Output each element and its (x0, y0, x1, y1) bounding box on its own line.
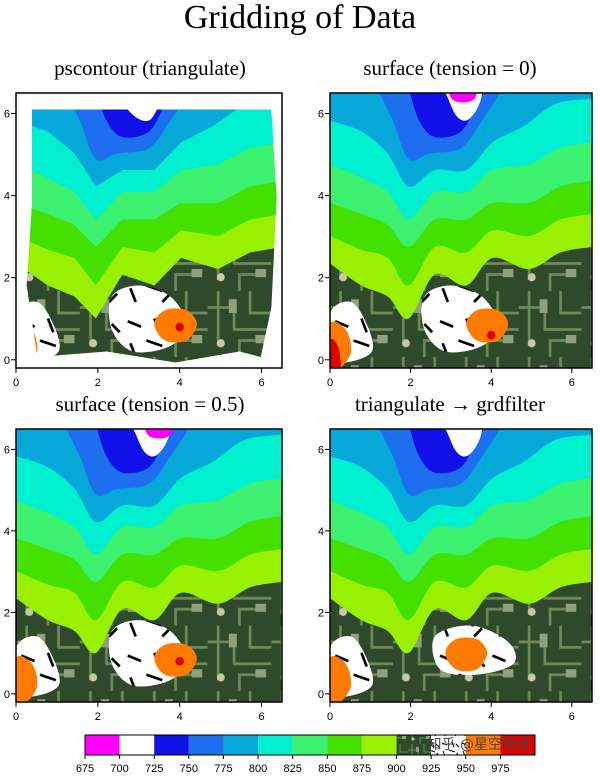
panel-4-ytick-label-2: 2 (318, 607, 324, 619)
colorbar-tick-label-700: 700 (110, 763, 128, 775)
panel-2-high-peak (487, 330, 496, 340)
panel-4-ytick-label-4: 4 (318, 526, 324, 538)
panel-4-band-950-975 (445, 637, 488, 672)
figure-title: Gridding of Data (183, 0, 417, 36)
panel-1-xtick-label-6: 6 (258, 377, 264, 389)
colorbar-bin-675 (85, 735, 120, 755)
panel-3-ytick-label-2: 2 (4, 607, 10, 619)
panel-title-surface-t05: surface (tension = 0.5) (55, 392, 245, 416)
colorbar-tick-label-850: 850 (318, 763, 336, 775)
panel-2-plot (330, 93, 592, 368)
colorbar-tick-label-725: 725 (145, 763, 163, 775)
panel-4-band-950-975-edge (330, 655, 352, 702)
colorbar-bin-850 (327, 735, 362, 755)
panel-2-ytick-label-6: 6 (318, 109, 324, 121)
panel-2-xtick-label-2: 2 (408, 377, 414, 389)
panel-2-xtick-label-6: 6 (569, 377, 575, 389)
panel-1-xtick-label-0: 0 (13, 377, 19, 389)
colorbar-tick-label-900: 900 (387, 763, 405, 775)
panel-2-field (330, 93, 592, 368)
panel-2-ytick-label-2: 2 (318, 273, 324, 285)
panel-4-xtick-label-0: 0 (327, 711, 333, 723)
panel-2-ytick-label-4: 4 (318, 191, 324, 203)
panel-2-red-edge (330, 339, 341, 368)
panel-3-band-950-975 (154, 642, 197, 677)
colorbar-tick-label-875: 875 (353, 763, 371, 775)
colorbar-bin-700 (119, 735, 155, 755)
panel-1-xtick-label-4: 4 (177, 377, 183, 389)
colorbar-tick-label-825: 825 (284, 763, 302, 775)
panel-4-field (330, 429, 592, 702)
colorbar-bin-875 (361, 735, 397, 755)
panel-3-xtick-label-4: 4 (177, 711, 183, 723)
panel-3-band-950-975-edge (16, 655, 38, 702)
colorbar-frame (84, 734, 536, 756)
panel-1-plot (16, 93, 282, 368)
panel-3-xtick-label-0: 0 (13, 711, 19, 723)
panel-3-ytick-label-4: 4 (4, 526, 10, 538)
panel-1-high-peak (175, 322, 184, 332)
panel-4-ytick-label-0: 0 (318, 689, 324, 701)
panel-2-xtick-label-4: 4 (488, 377, 494, 389)
panel-1-ytick-label-0: 0 (4, 355, 10, 367)
panel-4-frame (329, 428, 593, 703)
colorbar-tick-label-750: 750 (180, 763, 198, 775)
panel-4-xtick-label-2: 2 (408, 711, 414, 723)
panel-3-ytick-label-6: 6 (4, 444, 10, 456)
panel-title-grdfilter: triangulate → grdfilter (354, 392, 546, 416)
colorbar-bin-750 (188, 735, 224, 755)
panel-3-xtick-label-2: 2 (95, 711, 101, 723)
colorbar-bin-800 (258, 735, 293, 755)
panel-4-plot (330, 429, 592, 702)
panel-1-ytick-label-4: 4 (4, 191, 10, 203)
panel-2-xtick-label-0: 0 (327, 377, 333, 389)
panel-2-frame (329, 92, 593, 369)
panel-1-band-950-975 (154, 308, 197, 343)
panel-3-field (16, 429, 282, 702)
colorbar-bin-775 (223, 735, 259, 755)
colorbar-tick-label-675: 675 (76, 763, 94, 775)
panel-4-band-700-725 (445, 429, 482, 457)
colorbar-bin-975 (500, 735, 535, 755)
panel-4-ytick-label-6: 6 (318, 444, 324, 456)
colorbar-tick-label-975: 975 (491, 763, 509, 775)
panel-3-xtick-label-6: 6 (258, 711, 264, 723)
colorbar-bin-825 (292, 735, 328, 755)
panel-3-plot (16, 429, 282, 702)
colorbar-tick-label-950: 950 (457, 763, 475, 775)
colorbar-tick-label-800: 800 (249, 763, 267, 775)
panel-2-band-950-975 (466, 308, 509, 343)
panel-2-ytick-label-0: 0 (318, 355, 324, 367)
panel-4-xtick-label-4: 4 (488, 711, 494, 723)
watermark-text: 知乎 @星空物语 (427, 737, 530, 753)
colorbar-tick-label-775: 775 (214, 763, 232, 775)
panel-1-frame (15, 92, 283, 369)
panel-3-ytick-label-0: 0 (4, 689, 10, 701)
colorbar-bin-925 (431, 735, 466, 755)
colorbar-bin-900 (396, 735, 432, 755)
colorbar-bin-725 (154, 735, 189, 755)
panel-title-surface-t0: surface (tension = 0) (363, 56, 537, 80)
colorbar-tick-label-925: 925 (422, 763, 440, 775)
panel-1-field (16, 93, 282, 368)
panel-1-xtick-label-2: 2 (95, 377, 101, 389)
panel-1-ytick-label-6: 6 (4, 109, 10, 121)
panel-3-high-peak (175, 656, 184, 666)
panel-2-low-peak (449, 93, 477, 103)
panel-3-frame (15, 428, 283, 703)
colorbar-bin-950 (465, 735, 501, 755)
panel-title-pscontour: pscontour (triangulate) (54, 56, 246, 80)
panel-4-xtick-label-6: 6 (569, 711, 575, 723)
panel-3-low-peak (145, 429, 173, 439)
panel-1-ytick-label-2: 2 (4, 273, 10, 285)
